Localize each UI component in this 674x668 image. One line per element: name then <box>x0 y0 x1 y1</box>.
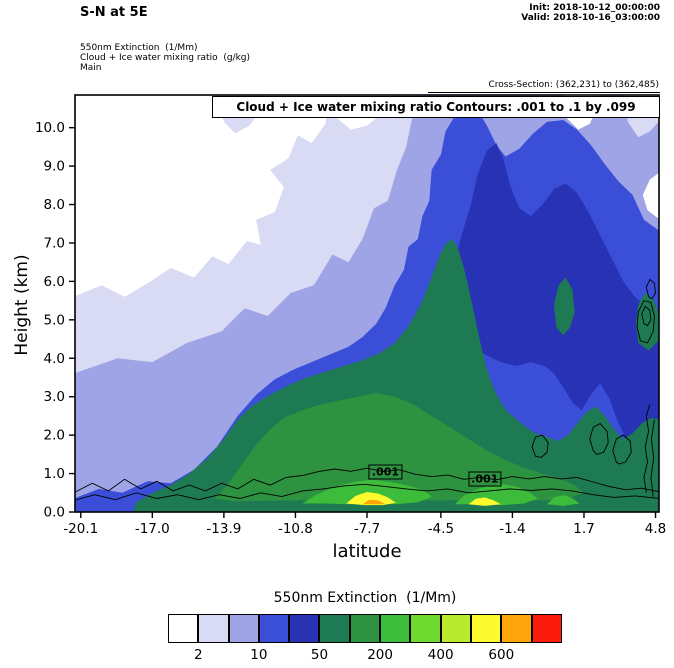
y-tick-label: 9.0 <box>44 159 65 175</box>
colorbar-cell <box>410 614 441 643</box>
contour-plot-canvas: -20.1 -17.0 -13.9 -10.8 -7.7 -4.5 -1.4 1.7 4.8 0.… <box>35 94 666 537</box>
cross-section-underline <box>428 92 660 93</box>
contour-line-loop-right-b <box>641 305 652 327</box>
x-tick-label: -13.9 <box>206 521 241 537</box>
filled-region-seagreen-fleck-upper <box>554 277 575 336</box>
init-timestamp: Init: 2018-10-12_00:00:00 <box>529 3 660 13</box>
x-tick-label: 4.8 <box>645 521 666 537</box>
x-tick-label: -7.7 <box>354 521 380 537</box>
contour-line-loop-right-a <box>636 300 655 344</box>
y-tick-label: 6.0 <box>44 274 65 290</box>
colorbar-tick-label: 400 <box>427 647 454 663</box>
plot-overlay-title: Cloud + Ice water mixing ratio Contours:… <box>212 96 660 118</box>
y-tick-label: 2.0 <box>44 428 65 444</box>
page-title: S-N at 5E <box>80 5 148 20</box>
colorbar-tick-label: 600 <box>488 647 515 663</box>
x-tick-label: -1.4 <box>499 521 525 537</box>
colorbar-cell <box>531 614 562 643</box>
colorbar-cell <box>349 614 381 643</box>
x-tick-label: -10.8 <box>278 521 313 537</box>
cross-section-info: Cross-Section: (362,231) to (362,485) <box>488 80 660 90</box>
colorbar-tick-label: 10 <box>250 647 268 663</box>
colorbar-cell <box>470 614 502 643</box>
y-tick-label: 4.0 <box>44 351 65 367</box>
colorbar-cell <box>501 614 532 643</box>
contour-line-loop-corner-a <box>589 423 609 455</box>
colorbar-cell <box>440 614 471 643</box>
colorbar-cell <box>168 614 199 643</box>
colorbar-title: 550nm Extinction (1/Mm) <box>273 590 457 606</box>
y-tick-label: 0.0 <box>44 505 65 521</box>
x-tick-label: -4.5 <box>428 521 454 537</box>
y-tick-label: 5.0 <box>44 312 65 328</box>
colorbar <box>168 614 562 643</box>
x-tick-label: -17.0 <box>135 521 170 537</box>
colorbar-tick-label: 2 <box>194 647 203 663</box>
filled-region-clear-upper-left <box>75 95 330 297</box>
colorbar-cell <box>198 614 229 643</box>
contour-line-loop-corner-b <box>612 434 632 465</box>
filled-region-brightgreen-speck-far-right <box>547 495 580 506</box>
field-label-domain: Main <box>80 63 102 73</box>
field-label-extinction: 550nm Extinction (1/Mm) <box>80 43 198 53</box>
contour-line-squiggle-right-edge-a <box>643 404 651 493</box>
contour-line-cloud-001-upper <box>75 467 659 493</box>
y-tick-label: 10.0 <box>35 120 65 136</box>
colorbar-cell <box>228 614 259 643</box>
y-tick-label: 7.0 <box>44 235 65 251</box>
filled-region-yellow-speck-right <box>468 497 501 506</box>
y-tick-label: 3.0 <box>44 389 65 405</box>
y-tick-label: 1.0 <box>44 466 65 482</box>
y-tick-label: 8.0 <box>44 197 65 213</box>
colorbar-cell <box>319 614 350 643</box>
colorbar-cell <box>380 614 411 643</box>
contour-line-loop-right-c <box>645 278 656 300</box>
colorbar-tick-label: 50 <box>310 647 329 663</box>
contour-line-cloud-01-lower <box>75 483 659 501</box>
x-axis-label: latitude <box>332 541 402 562</box>
x-tick-label: -20.1 <box>63 521 98 537</box>
colorbar-cell <box>258 614 290 643</box>
filled-region-seagreen-blob-right-mid <box>635 292 659 351</box>
field-label-mixing-ratio: Cloud + Ice water mixing ratio (g/kg) <box>80 53 251 63</box>
x-tick-label: 1.7 <box>573 521 594 537</box>
y-axis-label: Height (km) <box>12 254 32 356</box>
contour-line-loop-center <box>531 434 549 458</box>
filled-region-darkblue-20-50 <box>440 143 659 470</box>
contour-line-squiggle-right-edge-b <box>650 419 655 497</box>
colorbar-tick-label: 200 <box>367 647 393 663</box>
filled-region-yellow-strip-left <box>346 492 396 506</box>
filled-region-orange-speck <box>362 499 386 505</box>
valid-timestamp: Valid: 2018-10-16_03:00:00 <box>521 13 660 23</box>
filled-region-clear-right-edge <box>642 172 659 219</box>
contour-field <box>75 95 659 512</box>
colorbar-cell <box>289 614 320 643</box>
